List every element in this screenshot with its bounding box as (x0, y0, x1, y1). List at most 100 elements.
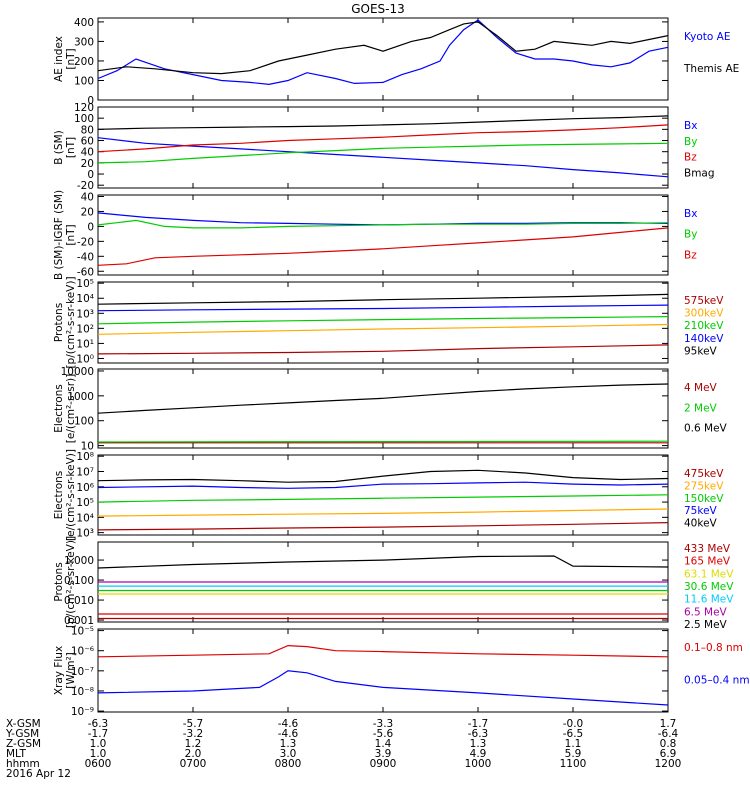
x-row-value: 1.0 (90, 738, 107, 750)
legend-label: Themis AE (683, 63, 739, 75)
series-line-3 (97, 304, 669, 312)
y-axis-label: Electrons (53, 384, 65, 433)
panel-5: 10³ 10⁴ 10⁵ 10⁶ 10⁷ 10⁸ Electrons [e/(cm²-s-sr-… (53, 449, 724, 541)
series-line-1 (97, 440, 669, 443)
y-axis-label: AE index (53, 36, 65, 82)
legend-label: 2.5 MeV (684, 619, 728, 631)
x-row-value: -0.0 (563, 718, 584, 730)
x-row-value: 1.7 (660, 718, 677, 730)
y-axis-label: [W/m²] (65, 652, 77, 689)
y-axis-label: [nT] (65, 137, 77, 158)
y-tick-label: 10⁻⁸ (71, 686, 94, 698)
y-tick-label: 10⁻⁶ (71, 646, 94, 658)
x-row-value: -6.5 (563, 728, 584, 740)
y-tick-label: 0 (87, 169, 94, 181)
y-axis-label: [p/(cm²-s-sr-keV)] (65, 276, 77, 368)
series-line-4 (97, 293, 669, 305)
y-axis-label: [e/(cm²-s-sr-keV)] (65, 449, 77, 541)
x-row-value: 3.0 (280, 748, 297, 760)
x-row-value: -6.3 (88, 718, 109, 730)
series-line-0 (97, 344, 669, 355)
x-row-value: 1200 (655, 758, 682, 770)
y-tick-label: 0.010 (64, 595, 94, 607)
legend-label: Bz (684, 249, 697, 261)
series-line-3 (97, 481, 669, 489)
legend-label: 140keV (684, 333, 724, 345)
y-axis-label: Xray Flux (53, 646, 65, 695)
legend-label: 433 MeV (684, 543, 731, 555)
y-tick-label: 10¹ (76, 338, 94, 350)
figure-title: GOES-13 (351, 2, 405, 16)
y-tick-label: 80 (81, 124, 94, 136)
y-tick-label: 10⁻⁹ (71, 706, 94, 718)
y-axis-label: [nT] (65, 224, 77, 245)
y-tick-label: 20 (81, 158, 94, 170)
y-tick-label: 10⁵ (76, 497, 94, 509)
y-axis-label: B (SM)-IGRF (SM) (53, 190, 65, 280)
legend-label: 0.05–0.4 nm (684, 675, 750, 687)
y-tick-label: 40 (81, 191, 94, 203)
legend-label: 40keV (684, 518, 718, 530)
x-row-value: 0600 (85, 758, 112, 770)
legend-label: Bmag (684, 167, 715, 179)
y-tick-label: 100 (74, 75, 94, 87)
x-row-label: MLT (6, 748, 26, 760)
series-line-6 (97, 555, 669, 569)
x-row-label: Y-GSM (5, 728, 39, 740)
panel-2: -60 -40 -20 0 20 40 B (SM)-IGRF (SM) [nT] Bx By Bz (53, 190, 697, 280)
series-line-4 (97, 469, 669, 483)
legend-label: Bz (684, 152, 697, 164)
y-tick-label: 120 (74, 102, 94, 114)
x-row-value: 0700 (180, 758, 207, 770)
y-axis-label: [nT] (65, 48, 77, 69)
x-row-value: 1.1 (565, 738, 582, 750)
y-tick-label: 10⁸ (76, 451, 94, 463)
x-row-value: 2.0 (185, 748, 202, 760)
legend-label: 30.6 MeV (684, 581, 734, 593)
legend-label: 75keV (684, 505, 718, 517)
y-tick-label: -60 (77, 266, 94, 278)
y-tick-label: 10³ (76, 528, 94, 540)
legend-label: 575keV (684, 295, 724, 307)
y-axis-label: Protons (53, 562, 65, 601)
y-axis-label: [p/(cm²-s-sr-keV)] (65, 536, 77, 628)
legend-label: By (684, 229, 697, 241)
x-row-value: 1.4 (375, 738, 392, 750)
y-tick-label: 10⁵ (76, 278, 94, 290)
y-tick-label: 60 (81, 136, 94, 148)
x-row-value: -4.6 (278, 718, 299, 730)
series-line-1 (97, 508, 669, 517)
legend-label: 4 MeV (684, 382, 718, 394)
legend-label: 150keV (684, 493, 724, 505)
x-row-label: X-GSM (6, 718, 41, 730)
y-tick-label: 10⁰ (76, 353, 94, 365)
y-tick-label: 10000 (61, 366, 94, 378)
y-tick-label: 200 (74, 56, 94, 68)
y-tick-label: 0.100 (64, 575, 94, 587)
y-tick-label: 400 (74, 17, 94, 29)
y-tick-label: 0.001 (64, 615, 94, 627)
series-line-1 (97, 323, 669, 335)
legend-label: 475keV (684, 468, 724, 480)
series-line-2 (97, 494, 669, 503)
legend-label: 95keV (684, 345, 718, 357)
x-row-value: -5.7 (183, 718, 204, 730)
y-axis-label: B (SM) (53, 130, 65, 164)
y-tick-label: -20 (77, 236, 94, 248)
series-line-2 (97, 316, 669, 325)
panel-4: 10 100 1000 10000 Electrons [e/(cm²-s-sr)] 4 M… (53, 366, 728, 453)
y-axis-label: Protons (53, 303, 65, 342)
panel-0: 0 100 200 300 400 AE index [nT] Kyoto AE Themis … (53, 17, 739, 107)
y-tick-label: 300 (74, 36, 94, 48)
panel-frame (97, 106, 669, 189)
x-row-value: 1.3 (470, 738, 487, 750)
panel-3: 10⁰ 10¹ 10² 10³ 10⁴ 10⁵ Protons [p/(cm²-s-sr-ke… (53, 276, 724, 368)
x-row-value: -6.3 (468, 728, 489, 740)
y-tick-label: 0 (87, 95, 94, 107)
series-line-1 (97, 219, 669, 229)
series-line-0 (97, 644, 669, 658)
y-tick-label: 100 (74, 416, 94, 428)
panel-frame (97, 194, 669, 276)
series-line-2 (97, 227, 669, 266)
y-axis-label: [e/(cm²-s-sr)] (65, 374, 77, 443)
